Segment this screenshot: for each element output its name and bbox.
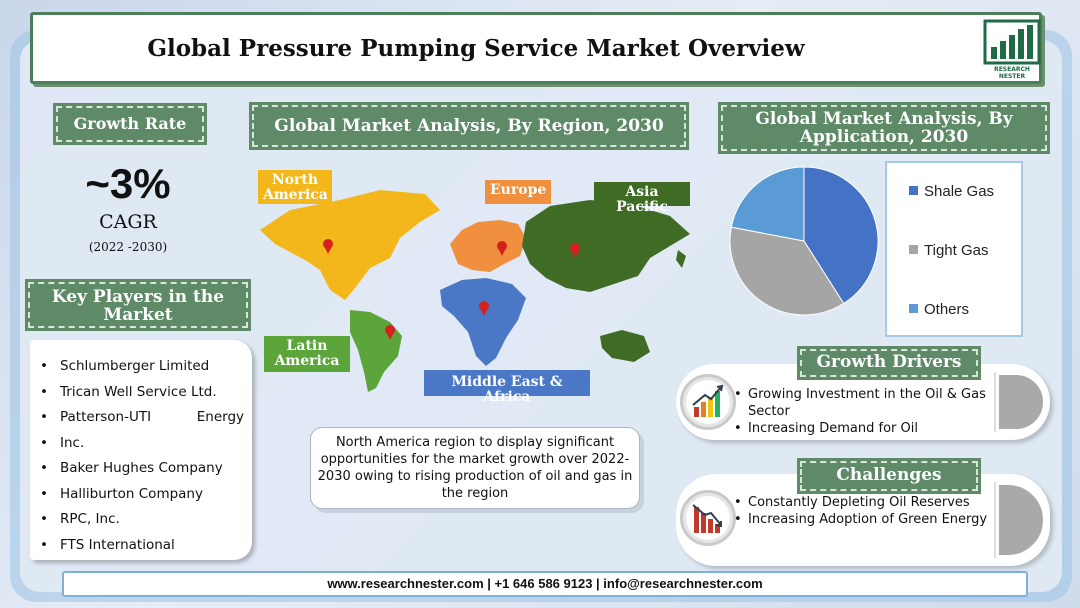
application-pie-chart: [728, 165, 880, 317]
growth-drivers-list: Growing Investment in the Oil & Gas Sect…: [734, 386, 994, 437]
location-pin-icon: [323, 239, 580, 340]
map-latin-america: [350, 310, 402, 392]
legend-swatch: [909, 304, 918, 313]
bar-chart-decline-icon: [680, 490, 736, 546]
growth-drivers-label: Growth Drivers: [797, 346, 981, 380]
list-item: Increasing Adoption of Green Energy: [734, 511, 994, 528]
list-item: Halliburton Company: [38, 482, 244, 508]
list-item: Patterson-UTI Energy: [38, 405, 244, 431]
research-nester-logo: RESEARCH NESTER: [983, 19, 1041, 80]
list-item-continuation: Inc.: [38, 431, 244, 457]
key-players-panel: Schlumberger Limited Trican Well Service…: [30, 340, 252, 560]
map-asia-pacific: [522, 200, 690, 292]
map-australia: [600, 330, 650, 362]
pill-end-cap: [996, 482, 1046, 558]
region-tag-north-america: North America: [258, 170, 332, 204]
cagr-period: (2022 -2030): [88, 240, 168, 254]
pill-end-cap: [996, 372, 1046, 432]
list-item: Growing Investment in the Oil & Gas Sect…: [734, 386, 994, 420]
region-tag-europe: Europe: [485, 180, 551, 204]
map-japan: [676, 250, 686, 268]
pie-legend: Shale Gas Tight Gas Others: [885, 161, 1023, 337]
challenges-label: Challenges: [797, 458, 981, 494]
region-analysis-label: Global Market Analysis, By Region, 2030: [249, 102, 689, 150]
map-north-america: [260, 190, 440, 300]
region-tag-latin-america: Latin America: [264, 336, 350, 372]
region-note: North America region to display signific…: [310, 427, 640, 509]
list-item: Baker Hughes Company: [38, 456, 244, 482]
key-players-label: Key Players in the Market: [25, 279, 251, 331]
list-item: Schlumberger Limited: [38, 354, 244, 380]
title-banner: Global Pressure Pumping Service Market O…: [30, 12, 1042, 84]
legend-item-others: Others: [909, 301, 969, 318]
list-item: FTS International: [38, 533, 244, 559]
list-item: RPC, Inc.: [38, 507, 244, 533]
pie-slice-others: [730, 166, 805, 242]
challenges-list: Constantly Depleting Oil Reserves Increa…: [734, 494, 994, 528]
list-item: Increasing Demand for Oil: [734, 420, 994, 437]
cagr-unit: CAGR: [99, 211, 157, 233]
list-item: Constantly Depleting Oil Reserves: [734, 494, 994, 511]
legend-swatch: [909, 186, 918, 195]
region-tag-middle-east-africa: Middle East & Africa: [424, 370, 590, 404]
page-title: Global Pressure Pumping Service Market O…: [147, 35, 805, 62]
legend-item-tight-gas: Tight Gas: [909, 242, 988, 259]
map-middle-east-africa: [440, 278, 526, 366]
map-europe: [450, 220, 526, 272]
legend-swatch: [909, 245, 918, 254]
cagr-value: ~3%: [85, 160, 171, 207]
list-item: Trican Well Service Ltd.: [38, 380, 244, 406]
pie-slice-tight-gas: [729, 226, 845, 316]
legend-item-shale-gas: Shale Gas: [909, 183, 994, 200]
growth-rate-label: Growth Rate: [53, 103, 207, 145]
key-players-list: Schlumberger Limited Trican Well Service…: [30, 340, 252, 558]
world-map: [250, 160, 700, 400]
application-analysis-label: Global Market Analysis, By Application, …: [718, 102, 1050, 154]
bar-chart-growth-icon: [680, 374, 736, 430]
contact-footer: www.researchnester.com | +1 646 586 9123…: [62, 571, 1028, 597]
region-tag-asia-pacific: Asia Pacific: [594, 182, 690, 214]
